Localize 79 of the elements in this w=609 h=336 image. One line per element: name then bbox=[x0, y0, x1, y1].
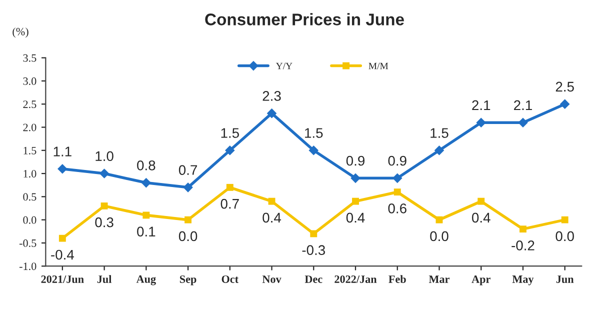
point bbox=[58, 164, 68, 174]
x-tick-label: Nov bbox=[262, 276, 282, 283]
data-label: 0.9 bbox=[346, 156, 364, 166]
point bbox=[434, 145, 444, 156]
data-label: 0.4 bbox=[262, 212, 282, 223]
y-tick-label: -1.0 bbox=[19, 262, 36, 270]
point bbox=[183, 182, 193, 192]
point bbox=[226, 184, 234, 191]
data-label: 1.5 bbox=[221, 128, 239, 138]
data-label: 1.0 bbox=[96, 151, 114, 162]
point bbox=[350, 173, 360, 184]
data-label: 0.0 bbox=[556, 231, 574, 242]
x-tick-label: Jul bbox=[97, 275, 112, 283]
x-tick-label: Oct bbox=[222, 275, 238, 283]
point bbox=[268, 198, 276, 205]
x-tick-label: Mar bbox=[428, 276, 450, 283]
y-tick-label: 2.0 bbox=[23, 124, 36, 132]
x-tick-label: Sep bbox=[180, 275, 196, 286]
x-tick-label: May bbox=[512, 276, 534, 286]
point bbox=[352, 198, 359, 205]
x-tick-label: Jun bbox=[556, 276, 574, 283]
x-tick-label: 2021/Jun bbox=[41, 275, 84, 283]
y-tick-label: 3.5 bbox=[23, 54, 36, 62]
data-label: -0.3 bbox=[302, 245, 325, 256]
data-label: 0.7 bbox=[220, 198, 239, 209]
point bbox=[308, 145, 319, 156]
point bbox=[142, 212, 150, 219]
data-label: 0.8 bbox=[137, 160, 156, 170]
point bbox=[560, 99, 570, 109]
x-tick-label: 2022/Jan bbox=[334, 275, 377, 283]
point bbox=[99, 168, 110, 178]
data-label: 0.0 bbox=[178, 231, 198, 242]
point bbox=[266, 108, 277, 118]
data-label: 0.3 bbox=[95, 217, 114, 228]
legend-label: M/M bbox=[368, 62, 388, 70]
data-label: 0.9 bbox=[388, 156, 406, 166]
legend-label: Y/Y bbox=[276, 62, 292, 70]
data-label: 0.4 bbox=[472, 212, 490, 223]
data-label: 1.1 bbox=[54, 146, 72, 156]
y-tick-label: 0.5 bbox=[23, 193, 36, 201]
y-tick-label: 3.0 bbox=[23, 77, 36, 85]
data-label: 1.5 bbox=[305, 128, 323, 138]
y-tick-label: 1.0 bbox=[24, 170, 36, 178]
data-label: 0.4 bbox=[346, 212, 365, 223]
data-label: 0.7 bbox=[178, 165, 197, 175]
chart-title: Consumer Prices in June bbox=[205, 13, 404, 26]
data-label: 0.0 bbox=[430, 231, 448, 242]
point bbox=[478, 198, 485, 205]
point bbox=[224, 145, 235, 156]
point bbox=[310, 230, 318, 238]
y-tick-label: -0.5 bbox=[19, 239, 36, 247]
point bbox=[476, 118, 486, 128]
point bbox=[394, 188, 401, 196]
point bbox=[561, 216, 568, 224]
y-tick-label: 1.5 bbox=[24, 146, 36, 154]
data-label: 1.5 bbox=[430, 128, 448, 138]
data-label: -0.4 bbox=[51, 250, 74, 260]
x-tick-label: Aug bbox=[136, 275, 156, 286]
point bbox=[518, 118, 528, 128]
point bbox=[436, 216, 443, 224]
data-label: 2.3 bbox=[262, 91, 281, 101]
data-label: 0.6 bbox=[388, 204, 406, 214]
point bbox=[100, 202, 108, 210]
data-label: 0.1 bbox=[137, 226, 156, 236]
x-tick-label: Dec bbox=[304, 276, 322, 283]
point bbox=[141, 178, 152, 188]
point bbox=[58, 234, 66, 242]
data-label: -0.2 bbox=[512, 240, 534, 250]
data-label: 2.1 bbox=[472, 100, 490, 110]
x-tick-label: Feb bbox=[388, 275, 406, 283]
y-axis-title: (%) bbox=[12, 28, 28, 38]
y-tick-label: 0.0 bbox=[23, 216, 36, 224]
y-tick-label: 2.5 bbox=[23, 100, 36, 108]
data-label: 2.5 bbox=[556, 82, 574, 92]
data-label: 2.1 bbox=[514, 100, 532, 110]
point bbox=[520, 226, 526, 233]
point bbox=[392, 173, 402, 184]
point bbox=[184, 216, 192, 224]
x-tick-label: Apr bbox=[472, 276, 490, 286]
